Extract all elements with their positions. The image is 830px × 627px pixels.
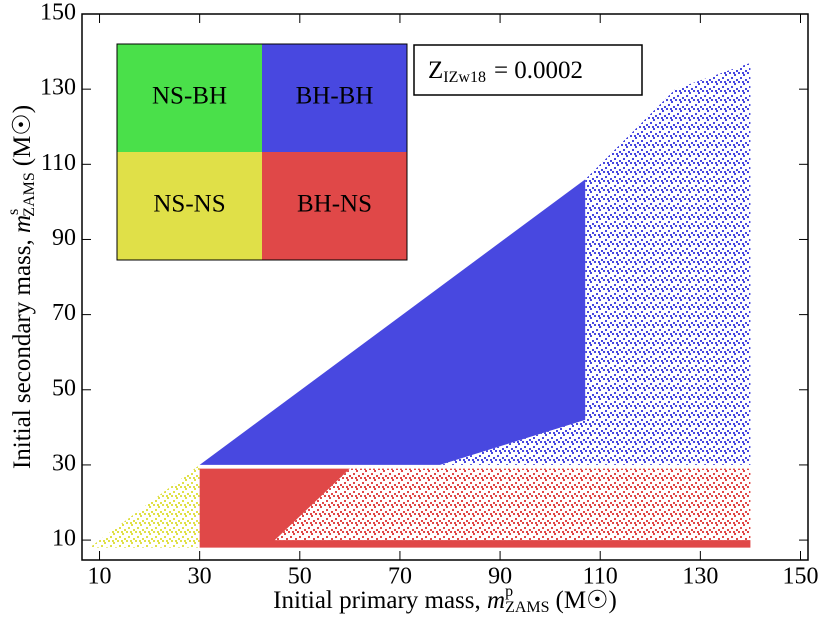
y-axis-label: Initial secondary mass, msZAMS (M☉) xyxy=(5,105,38,469)
legend-swatch xyxy=(262,44,407,152)
x-axis-label-part: ZAMS xyxy=(505,599,549,616)
y-tick-label: 70 xyxy=(52,300,76,326)
y-tick-label: 110 xyxy=(41,150,76,176)
y-tick-label: 30 xyxy=(52,450,76,476)
legend-label: BH-NS xyxy=(297,191,372,218)
annotation-part: Z xyxy=(428,57,443,84)
region xyxy=(439,62,751,465)
x-tick-label: 10 xyxy=(88,564,112,590)
y-axis-label-part: ZAMS xyxy=(21,172,38,216)
annotation-part: IZw18 xyxy=(443,69,486,86)
region xyxy=(199,179,586,465)
y-tick-label: 90 xyxy=(52,225,76,251)
legend-swatch xyxy=(262,152,407,260)
plot-frame xyxy=(81,13,809,561)
x-tick-label: 50 xyxy=(288,564,312,590)
x-tick-label: 70 xyxy=(388,564,412,590)
y-axis-label-part: s xyxy=(5,209,22,215)
x-axis-label-part: Initial primary mass, xyxy=(273,587,481,614)
region xyxy=(199,468,751,548)
legend-label: NS-BH xyxy=(152,83,227,110)
legend-frame xyxy=(116,43,408,261)
region xyxy=(89,464,200,548)
legend-label: BH-BH xyxy=(296,83,374,110)
region xyxy=(274,468,751,541)
x-axis-label-part: (M☉) xyxy=(556,587,617,614)
y-axis-label-part: m xyxy=(9,215,36,233)
y-axis-label-part: Initial secondary mass, xyxy=(9,239,36,469)
y-tick-label: 10 xyxy=(52,526,76,552)
legend-swatch xyxy=(117,152,262,260)
x-tick-label: 130 xyxy=(682,564,718,590)
legend-label: NS-NS xyxy=(153,191,225,218)
legend-swatch xyxy=(117,44,262,152)
x-axis-label: Initial primary mass, mp ZAMS (M☉) xyxy=(273,583,617,616)
x-tick-label: 110 xyxy=(583,564,618,590)
x-axis-label-part: m xyxy=(487,587,505,614)
y-axis-label-part: (M☉) xyxy=(9,105,36,166)
y-tick-label: 150 xyxy=(40,0,76,26)
x-tick-label: 90 xyxy=(488,564,512,590)
annotation: ZIZw18 = 0.0002 xyxy=(428,57,583,86)
y-tick-label: 50 xyxy=(52,375,76,401)
annotation-part: = 0.0002 xyxy=(494,57,583,84)
x-axis-label-part: p xyxy=(505,583,513,600)
x-tick-label: 150 xyxy=(782,564,818,590)
y-tick-label: 130 xyxy=(40,75,76,101)
x-tick-label: 30 xyxy=(188,564,212,590)
annotation-box xyxy=(413,44,643,96)
